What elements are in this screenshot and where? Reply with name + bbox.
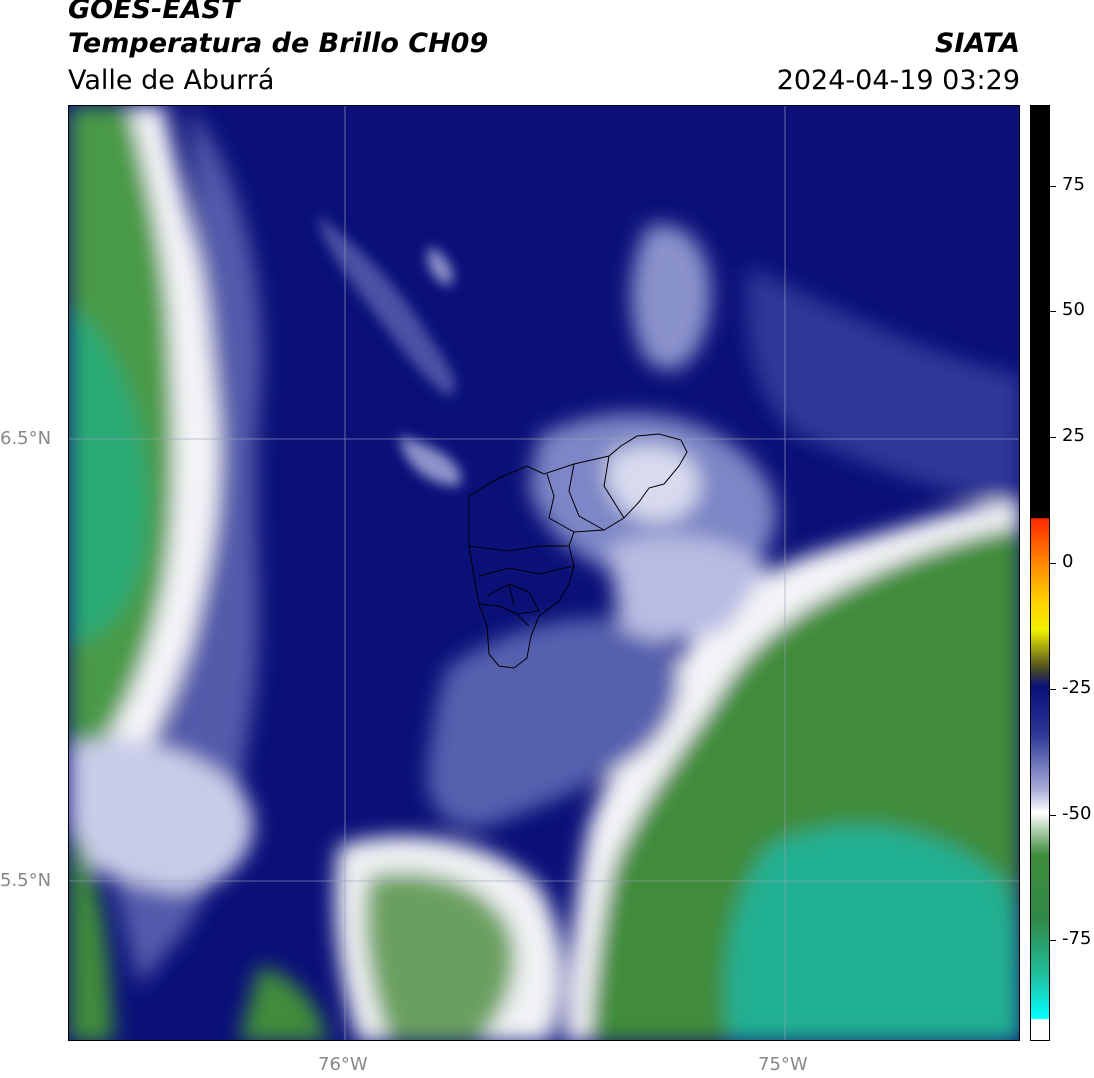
colorbar-tick-label: -25 bbox=[1062, 676, 1092, 698]
colorbar-fill bbox=[1031, 106, 1049, 1040]
warm-patch-bottom bbox=[239, 966, 329, 1040]
municipal-border-4 bbox=[468, 545, 569, 552]
colorbar-tick-label: 25 bbox=[1062, 425, 1085, 447]
warm-surface-bottom bbox=[365, 872, 515, 1040]
cloud-streak-1 bbox=[319, 216, 456, 396]
colorbar-tick bbox=[1050, 311, 1056, 313]
warm-core-right bbox=[725, 825, 1019, 1040]
municipal-border-1 bbox=[546, 473, 575, 533]
map-canvas bbox=[69, 106, 1019, 1040]
colorbar-gradient bbox=[1031, 106, 1049, 1040]
colorbar-tick bbox=[1050, 437, 1056, 439]
municipal-border-2 bbox=[568, 463, 605, 531]
cloud-streak-2 bbox=[427, 246, 453, 286]
municipal-border-3 bbox=[603, 455, 625, 519]
region-label: Valle de Aburrá bbox=[68, 65, 275, 96]
municipal-border-5 bbox=[478, 565, 575, 577]
graticule bbox=[69, 106, 1019, 1040]
thin-cloud-north bbox=[631, 224, 711, 371]
lat-label-6-5N: 6.5°N bbox=[0, 428, 52, 449]
lon-label-76W: 76°W bbox=[318, 1054, 368, 1075]
thin-cloud-south-center bbox=[427, 618, 679, 828]
colorbar-tick bbox=[1050, 940, 1056, 942]
valley-boundaries bbox=[468, 433, 688, 669]
timestamp-label: 2024-04-19 03:29 bbox=[776, 65, 1020, 96]
channel-title: Temperatura de Brillo CH09 bbox=[68, 28, 489, 59]
colorbar-tick-label: 75 bbox=[1062, 173, 1085, 195]
colorbar-tick-label: -75 bbox=[1062, 928, 1092, 950]
municipal-border-8 bbox=[478, 603, 530, 627]
colorbar-tick bbox=[1050, 688, 1056, 690]
thin-cloud-center-bright bbox=[606, 445, 700, 522]
brightness-temperature-map bbox=[68, 105, 1020, 1041]
warm-surface-bottom-left bbox=[69, 826, 114, 1040]
lat-label-5-5N: 5.5°N bbox=[0, 870, 52, 891]
cloud-edge-right bbox=[746, 266, 1019, 506]
cloud-streak-3 bbox=[399, 436, 461, 486]
colorbar-tick-label: 0 bbox=[1062, 550, 1074, 572]
warm-core-left bbox=[69, 306, 149, 646]
lon-label-75W: 75°W bbox=[758, 1054, 808, 1075]
colorbar-tick-label: -50 bbox=[1062, 802, 1092, 824]
colorbar-tick bbox=[1050, 814, 1056, 816]
thin-cloud-lower-left bbox=[69, 738, 254, 892]
thin-cloud-east-center bbox=[609, 535, 769, 641]
colorbar-tick-label: 50 bbox=[1062, 299, 1085, 321]
colorbar bbox=[1030, 105, 1050, 1041]
product-title: GOES-EAST bbox=[68, 0, 240, 25]
colorbar-tick bbox=[1050, 185, 1056, 187]
municipal-border-7 bbox=[508, 583, 515, 607]
thin-cloud-left bbox=[109, 106, 262, 986]
colorbar-tick bbox=[1050, 562, 1056, 564]
organization-label: SIATA bbox=[934, 28, 1020, 59]
